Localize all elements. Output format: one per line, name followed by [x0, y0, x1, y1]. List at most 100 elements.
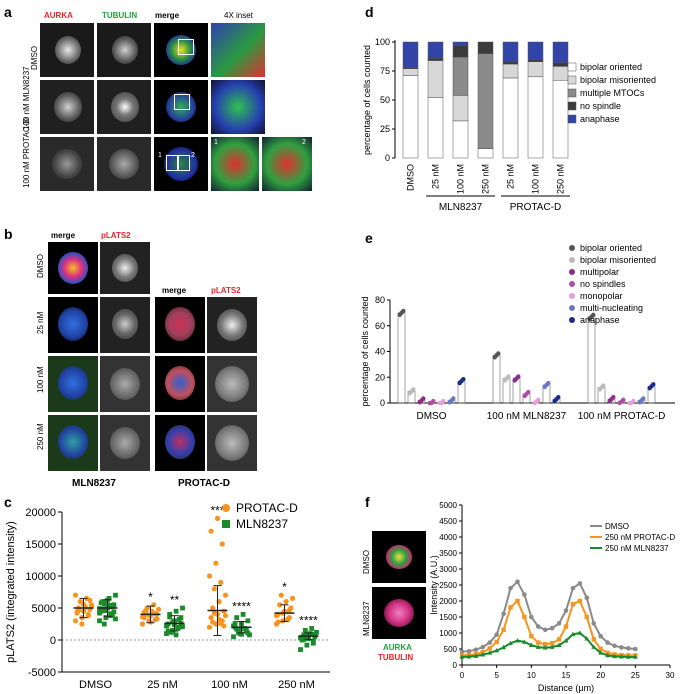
d-xtick-label: 250 nM [556, 164, 566, 194]
f-point [549, 625, 555, 631]
d-legend-label: anaphase [580, 114, 620, 124]
d-bar-segment [427, 60, 444, 98]
b-header-plats2-left: pLATS2 [101, 231, 131, 240]
micro-a-mln-tubulin [97, 80, 151, 134]
f-point [522, 639, 527, 644]
c-point [240, 612, 246, 617]
e-legend-marker [569, 257, 575, 263]
f-point [556, 642, 562, 647]
d-bar-segment [427, 57, 444, 61]
e-point [441, 398, 446, 404]
f-ytick-label: 3000 [439, 565, 457, 574]
d-bar-segment [502, 61, 519, 65]
f-point [563, 638, 569, 643]
e-point [601, 383, 606, 388]
b-protac-100-merge [155, 415, 205, 471]
f-point [591, 621, 597, 626]
c-point [210, 605, 216, 611]
c-point [98, 600, 104, 606]
f-point [626, 646, 631, 651]
micro-a-dmso-tubulin [97, 23, 151, 77]
b-row-dmso: DMSO [36, 254, 45, 278]
f-point [619, 654, 624, 659]
c-point [106, 603, 112, 608]
f-point [570, 631, 576, 637]
d-bar-segment [527, 59, 544, 62]
d-xtick-label: DMSO [406, 164, 416, 191]
f-label-dmso: DMSO [362, 550, 371, 574]
e-point [631, 398, 636, 404]
c-point [277, 602, 283, 608]
f-point [612, 643, 617, 649]
e-legend-label: no spindles [580, 279, 626, 289]
f-point [459, 654, 465, 659]
d-bar-segment [552, 66, 569, 81]
d-legend-swatch [567, 75, 577, 85]
c-point [211, 610, 217, 616]
b-mln-250-merge [48, 415, 98, 471]
c-point [100, 606, 106, 612]
header-merge: merge [155, 11, 180, 20]
c-point [231, 623, 236, 629]
c-point [85, 613, 91, 619]
d-legend-swatch [567, 101, 577, 111]
micro-a-protac-inset1: 1 [211, 137, 259, 191]
b-header-plats2-right: pLATS2 [211, 286, 241, 295]
e-group-label: 100 nM MLN8237 [487, 411, 567, 422]
d-bar-segment [452, 45, 469, 58]
f-point [522, 614, 527, 620]
c-point [235, 629, 241, 635]
e-legend-marker [569, 245, 575, 251]
e-point [621, 397, 626, 402]
d-bar-segment [552, 41, 569, 64]
c-point [218, 620, 224, 626]
d-legend-swatch [567, 62, 577, 72]
e-ytick-label: 0 [380, 398, 385, 408]
e-point [556, 395, 561, 400]
b-row-25: 25 nM [36, 311, 45, 334]
f-point [480, 644, 486, 650]
d-bar-segment [452, 95, 469, 122]
c-point [206, 573, 213, 579]
f-micro-dmso [372, 531, 426, 583]
f-ytick-label: 0 [453, 661, 458, 670]
d-legend-swatch [567, 88, 577, 98]
f-point [529, 634, 534, 639]
panel-label-c: c [4, 494, 12, 510]
f-legend-label: DMSO [605, 522, 629, 531]
c-point [286, 607, 292, 614]
e-point [451, 396, 456, 401]
b-protac-25-merge [155, 356, 205, 412]
d-legend-swatch [567, 114, 577, 124]
f-point [563, 608, 569, 613]
f-point [515, 638, 520, 643]
inset-num-1: 1 [214, 139, 218, 146]
d-bar-segment [502, 41, 519, 62]
c-significance: *** [210, 503, 224, 517]
f-point [549, 641, 555, 646]
c-ylabel: pLATS2 (integrated intensity) [5, 521, 17, 663]
panel-label-b: b [4, 226, 13, 242]
c-point [309, 626, 315, 631]
f-point [542, 627, 548, 633]
c-point [242, 626, 248, 631]
c-point [173, 608, 179, 614]
c-point [218, 579, 224, 585]
e-point [641, 396, 646, 401]
c-point [208, 615, 214, 621]
c-point [245, 630, 251, 636]
e-point [536, 397, 541, 402]
e-point [516, 374, 521, 379]
c-point [301, 632, 307, 638]
e-point [506, 374, 511, 379]
e-point [526, 389, 531, 395]
panel-label-d: d [365, 4, 374, 20]
row-label-protac: 100 nM PROTAC-D [22, 117, 31, 188]
c-point [176, 617, 182, 622]
c-point [245, 618, 251, 624]
b-group-mln: MLN8237 [72, 478, 116, 489]
f-xtick-label: 20 [596, 671, 605, 680]
f-point [508, 605, 513, 610]
d-bar-segment [527, 76, 544, 159]
c-point [72, 618, 79, 624]
